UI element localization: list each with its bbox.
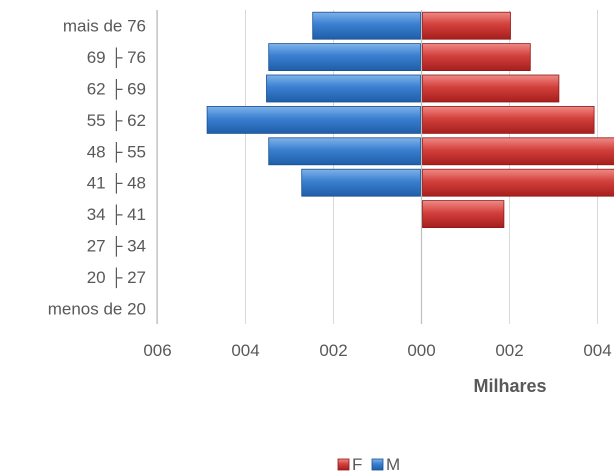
x-axis-title: Milhares: [473, 376, 546, 396]
bar-M-5: [301, 168, 421, 197]
x-tick-label: 002: [319, 341, 347, 360]
category-label: mais de 76: [63, 17, 146, 36]
bar-M-4: [268, 137, 421, 166]
x-tick-label: 002: [495, 341, 523, 360]
bar-F-6: [422, 200, 505, 229]
bar-M-2: [266, 74, 421, 103]
bar-F-2: [422, 74, 560, 103]
category-labels: mais de 76 69 ├ 76 62 ├ 69 55 ├ 62 48 ├ 55 41…: [48, 17, 146, 319]
x-tick-label: 006: [143, 341, 171, 360]
category-label: 69 ├ 76: [87, 47, 146, 69]
legend-swatch-F: [337, 458, 350, 471]
category-label: menos de 20: [48, 299, 146, 318]
x-tick-label: 004: [583, 341, 611, 360]
category-label: 41 ├ 48: [87, 173, 146, 195]
bars-group: [206, 11, 614, 229]
x-tick-labels: 006 004 002 000 002 004: [143, 341, 611, 360]
category-label: 48 ├ 55: [87, 141, 146, 163]
bar-M-3: [206, 106, 421, 134]
legend-swatch-M: [371, 458, 384, 471]
category-label: 27 ├ 34: [87, 236, 146, 258]
bar-M-0: [312, 11, 421, 40]
bar-M-1: [268, 43, 421, 71]
x-tick-label: 004: [231, 341, 259, 360]
legend-label-F: F: [352, 455, 362, 474]
category-label: 62 ├ 69: [87, 79, 146, 101]
bar-F-1: [422, 43, 531, 71]
category-label: 55 ├ 62: [87, 110, 146, 132]
category-label: 34 ├ 41: [87, 204, 146, 226]
x-tick-label: 000: [407, 341, 435, 360]
bar-F-3: [422, 106, 595, 134]
legend-label-M: M: [386, 455, 400, 474]
bar-F-0: [422, 11, 511, 40]
bar-F-5: [422, 168, 614, 197]
category-label: 20 ├ 27: [87, 267, 146, 289]
bar-F-4: [422, 137, 614, 166]
